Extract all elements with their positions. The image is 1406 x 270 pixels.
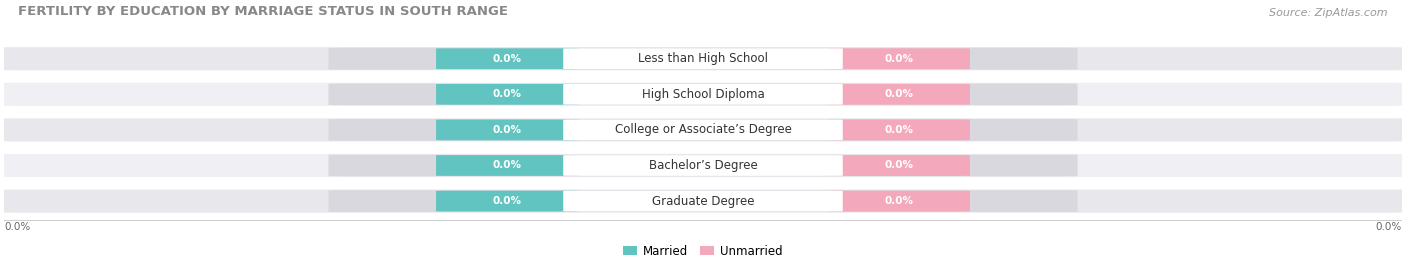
- FancyBboxPatch shape: [827, 84, 970, 105]
- Text: Less than High School: Less than High School: [638, 52, 768, 65]
- FancyBboxPatch shape: [0, 118, 1406, 141]
- Text: 0.0%: 0.0%: [494, 54, 522, 64]
- FancyBboxPatch shape: [827, 48, 970, 69]
- FancyBboxPatch shape: [0, 83, 1406, 106]
- Text: 0.0%: 0.0%: [884, 196, 912, 206]
- FancyBboxPatch shape: [329, 155, 1077, 176]
- Text: College or Associate’s Degree: College or Associate’s Degree: [614, 123, 792, 136]
- Text: 0.0%: 0.0%: [494, 125, 522, 135]
- FancyBboxPatch shape: [0, 190, 1406, 213]
- Text: 0.0%: 0.0%: [494, 196, 522, 206]
- Text: FERTILITY BY EDUCATION BY MARRIAGE STATUS IN SOUTH RANGE: FERTILITY BY EDUCATION BY MARRIAGE STATU…: [18, 5, 508, 18]
- Text: High School Diploma: High School Diploma: [641, 88, 765, 101]
- FancyBboxPatch shape: [564, 48, 842, 69]
- FancyBboxPatch shape: [827, 155, 970, 176]
- FancyBboxPatch shape: [0, 47, 1406, 70]
- FancyBboxPatch shape: [329, 83, 1077, 105]
- FancyBboxPatch shape: [564, 155, 842, 176]
- FancyBboxPatch shape: [436, 120, 579, 140]
- FancyBboxPatch shape: [436, 48, 579, 69]
- FancyBboxPatch shape: [564, 191, 842, 211]
- FancyBboxPatch shape: [564, 84, 842, 105]
- FancyBboxPatch shape: [564, 120, 842, 140]
- Text: 0.0%: 0.0%: [884, 125, 912, 135]
- Text: 0.0%: 0.0%: [884, 160, 912, 170]
- Text: 0.0%: 0.0%: [494, 160, 522, 170]
- Text: 0.0%: 0.0%: [884, 54, 912, 64]
- Text: 0.0%: 0.0%: [4, 222, 31, 232]
- FancyBboxPatch shape: [329, 48, 1077, 70]
- FancyBboxPatch shape: [436, 155, 579, 176]
- FancyBboxPatch shape: [329, 119, 1077, 141]
- FancyBboxPatch shape: [827, 191, 970, 211]
- FancyBboxPatch shape: [436, 191, 579, 211]
- FancyBboxPatch shape: [329, 190, 1077, 212]
- Text: 0.0%: 0.0%: [884, 89, 912, 99]
- Text: Graduate Degree: Graduate Degree: [652, 195, 754, 208]
- FancyBboxPatch shape: [827, 120, 970, 140]
- FancyBboxPatch shape: [436, 84, 579, 105]
- Text: 0.0%: 0.0%: [494, 89, 522, 99]
- Text: 0.0%: 0.0%: [1375, 222, 1402, 232]
- Text: Bachelor’s Degree: Bachelor’s Degree: [648, 159, 758, 172]
- Text: Source: ZipAtlas.com: Source: ZipAtlas.com: [1270, 8, 1388, 18]
- FancyBboxPatch shape: [0, 154, 1406, 177]
- Legend: Married, Unmarried: Married, Unmarried: [619, 240, 787, 262]
